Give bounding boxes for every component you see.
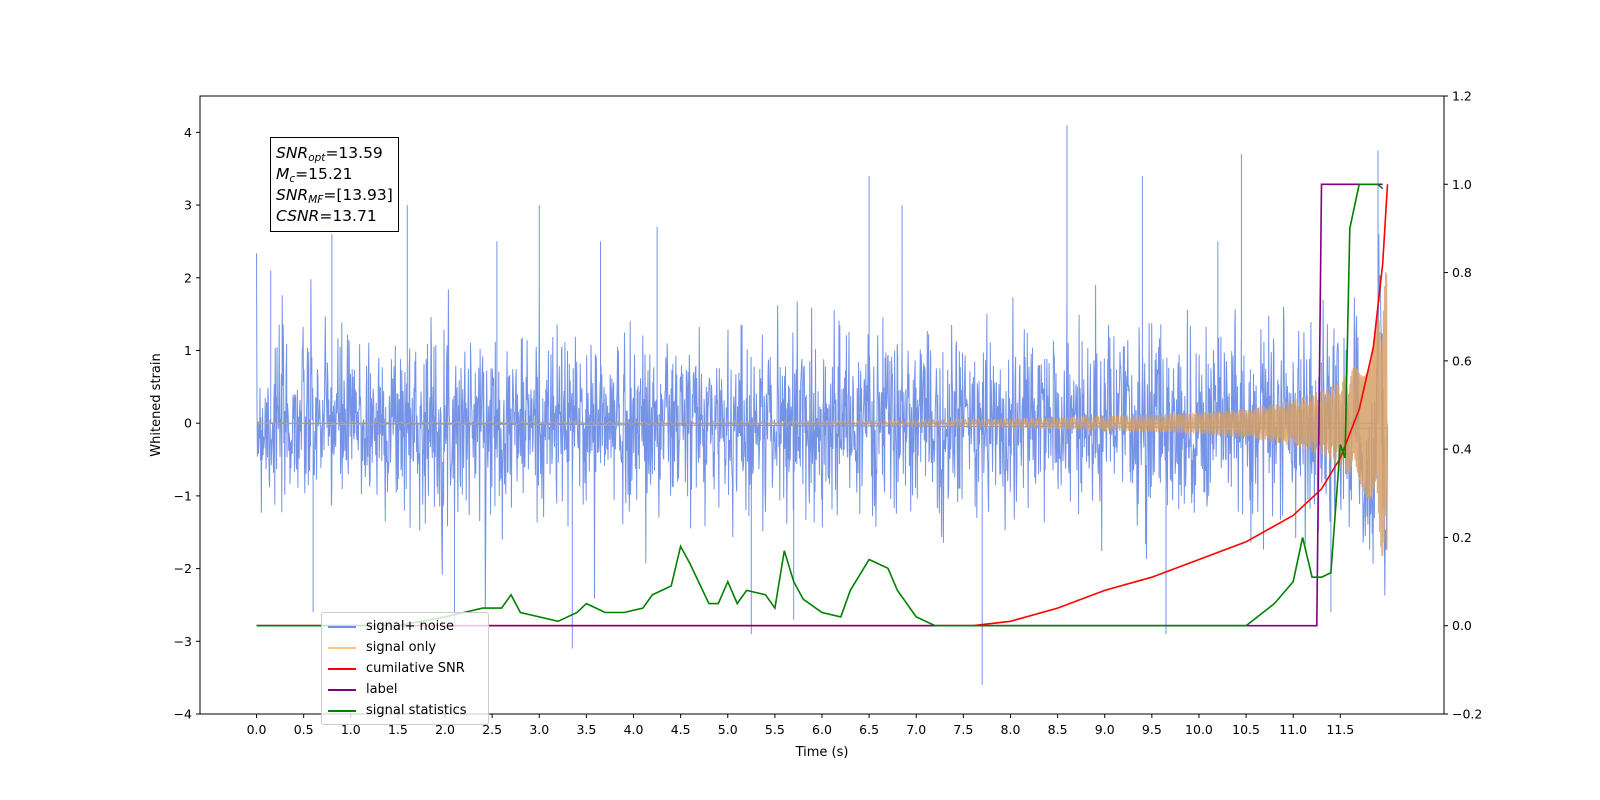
snr-mf-value: =[13.93] — [323, 186, 393, 204]
legend-swatch — [328, 667, 356, 670]
y-axis-label: Whitened strain — [149, 353, 164, 456]
legend-swatch — [328, 709, 356, 712]
series-signal-statistics — [256, 183, 1384, 627]
x-tick-label: 9.5 — [1142, 722, 1162, 737]
y-tick-label: 3 — [184, 198, 192, 213]
y-tick-label: −4 — [174, 707, 192, 722]
y-tick-label: −1 — [174, 488, 192, 503]
y-tick-label: 4 — [184, 125, 192, 140]
y2-tick-label: 1.0 — [1452, 177, 1472, 192]
legend-label: signal statistics — [366, 703, 467, 718]
legend-item-signal-only: signal only — [328, 637, 482, 658]
legend-swatch — [328, 646, 356, 649]
stats-annotation-box: SNRopt=13.59 Mc=15.21 SNRMF=[13.93] CSNR… — [270, 137, 399, 232]
x-tick-label: 5.5 — [765, 722, 785, 737]
y-tick-label: 0 — [184, 416, 192, 431]
legend-item-cumulative-snr: cumilative SNR — [328, 658, 482, 679]
y2-tick-label: 1.2 — [1452, 89, 1472, 104]
x-tick-label: 7.5 — [953, 722, 973, 737]
x-tick-label: 11.5 — [1326, 722, 1354, 737]
x-tick-label: 3.0 — [529, 722, 549, 737]
x-tick-label: 4.5 — [671, 722, 691, 737]
x-tick-label: 5.0 — [718, 722, 738, 737]
legend-item-signal-noise: signal+ noise — [328, 616, 482, 637]
legend: signal+ noise signal only cumilative SNR… — [321, 612, 489, 725]
snr-mf-line: SNRMF=[13.93] — [276, 186, 393, 206]
x-tick-label: 2.0 — [435, 722, 455, 737]
y2-tick-label: 0.2 — [1452, 530, 1472, 545]
legend-swatch — [328, 625, 356, 628]
x-tick-label: 2.5 — [482, 722, 502, 737]
series-signal-only — [256, 272, 1388, 557]
x-tick-label: 0.5 — [294, 722, 314, 737]
csnr-line: CSNR=13.71 — [276, 207, 377, 225]
x-tick-label: 7.0 — [906, 722, 926, 737]
legend-label: signal only — [366, 640, 437, 655]
y2-tick-label: 0.8 — [1452, 265, 1472, 280]
y-tick-label: 1 — [184, 343, 192, 358]
y-tick-label: −3 — [174, 634, 192, 649]
y-tick-label: 2 — [184, 270, 192, 285]
series-signal-noise — [256, 125, 1389, 685]
legend-item-signal-statistics: signal statistics — [328, 700, 482, 721]
x-tick-label: 11.0 — [1279, 722, 1307, 737]
legend-swatch — [328, 688, 356, 691]
x-tick-label: 1.0 — [341, 722, 361, 737]
series-cumulative-snr — [256, 184, 1389, 627]
x-tick-label: 0.0 — [247, 722, 267, 737]
chirp-mass-value: =15.21 — [295, 165, 353, 183]
y2-tick-label: 0.0 — [1452, 618, 1472, 633]
x-tick-label: 6.0 — [812, 722, 832, 737]
x-tick-label: 10.0 — [1185, 722, 1213, 737]
y-tick-label: −2 — [174, 561, 192, 576]
legend-label: label — [366, 682, 398, 697]
snr-opt-line: SNRopt=13.59 — [276, 144, 383, 164]
series-label — [256, 183, 1383, 627]
y2-tick-label: −0.2 — [1452, 707, 1482, 722]
x-axis-label: Time (s) — [795, 745, 849, 760]
x-tick-label: 8.5 — [1048, 722, 1068, 737]
chirp-mass-line: Mc=15.21 — [276, 165, 353, 185]
x-tick-label: 4.0 — [624, 722, 644, 737]
x-tick-label: 10.5 — [1232, 722, 1260, 737]
legend-label: cumilative SNR — [366, 661, 465, 676]
x-tick-label: 8.0 — [1001, 722, 1021, 737]
legend-item-label: label — [328, 679, 482, 700]
legend-label: signal+ noise — [366, 619, 455, 634]
y2-tick-label: 0.4 — [1452, 442, 1472, 457]
x-tick-label: 6.5 — [859, 722, 879, 737]
x-tick-label: 9.0 — [1095, 722, 1115, 737]
x-tick-label: 1.5 — [388, 722, 408, 737]
y2-tick-label: 0.6 — [1452, 353, 1472, 368]
x-tick-label: 3.5 — [576, 722, 596, 737]
csnr-value: =13.71 — [319, 207, 377, 225]
snr-opt-value: =13.59 — [325, 144, 383, 162]
